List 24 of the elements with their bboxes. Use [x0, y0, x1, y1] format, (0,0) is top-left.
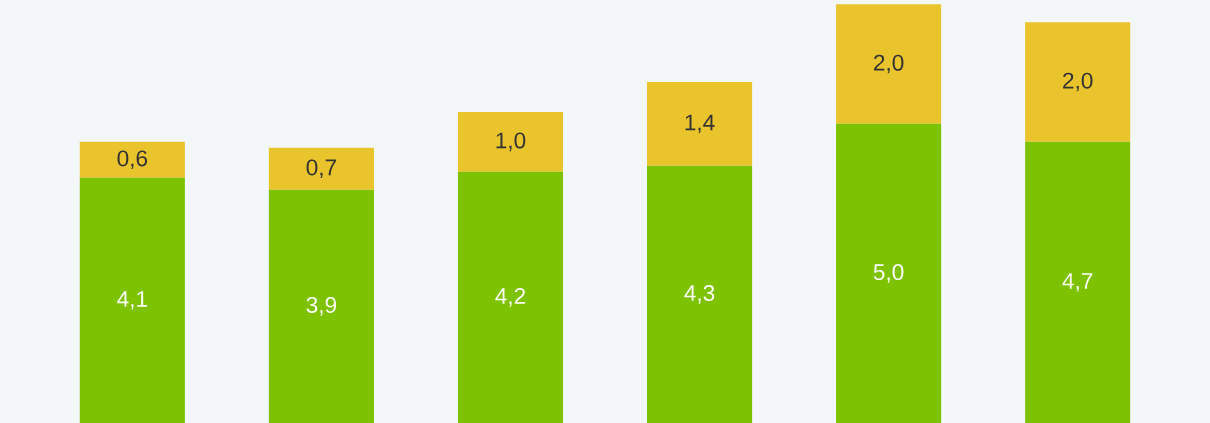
bar [268, 189, 374, 423]
bar [1025, 141, 1131, 423]
bar [646, 165, 753, 423]
data-label: 1,4 [685, 114, 715, 134]
data-label: 4,3 [684, 285, 715, 304]
bar [457, 171, 564, 423]
data-label: 4,2 [495, 288, 526, 307]
data-label: 0,7 [306, 159, 336, 179]
bar [457, 111, 564, 172]
bar [1025, 22, 1131, 142]
bar [836, 123, 942, 423]
data-label: 2,0 [1063, 72, 1093, 92]
bar [79, 141, 185, 178]
bar [836, 4, 942, 124]
data-label: 3,9 [306, 297, 337, 316]
data-label: 5,0 [873, 264, 904, 283]
bar [268, 147, 374, 190]
bar [646, 81, 753, 166]
bar [79, 177, 185, 423]
data-label: 4,7 [1062, 273, 1093, 292]
data-label: 4,1 [117, 291, 147, 310]
data-label: 2,0 [874, 54, 904, 74]
data-label: 0,6 [117, 150, 148, 170]
data-label: 1,0 [496, 132, 526, 152]
